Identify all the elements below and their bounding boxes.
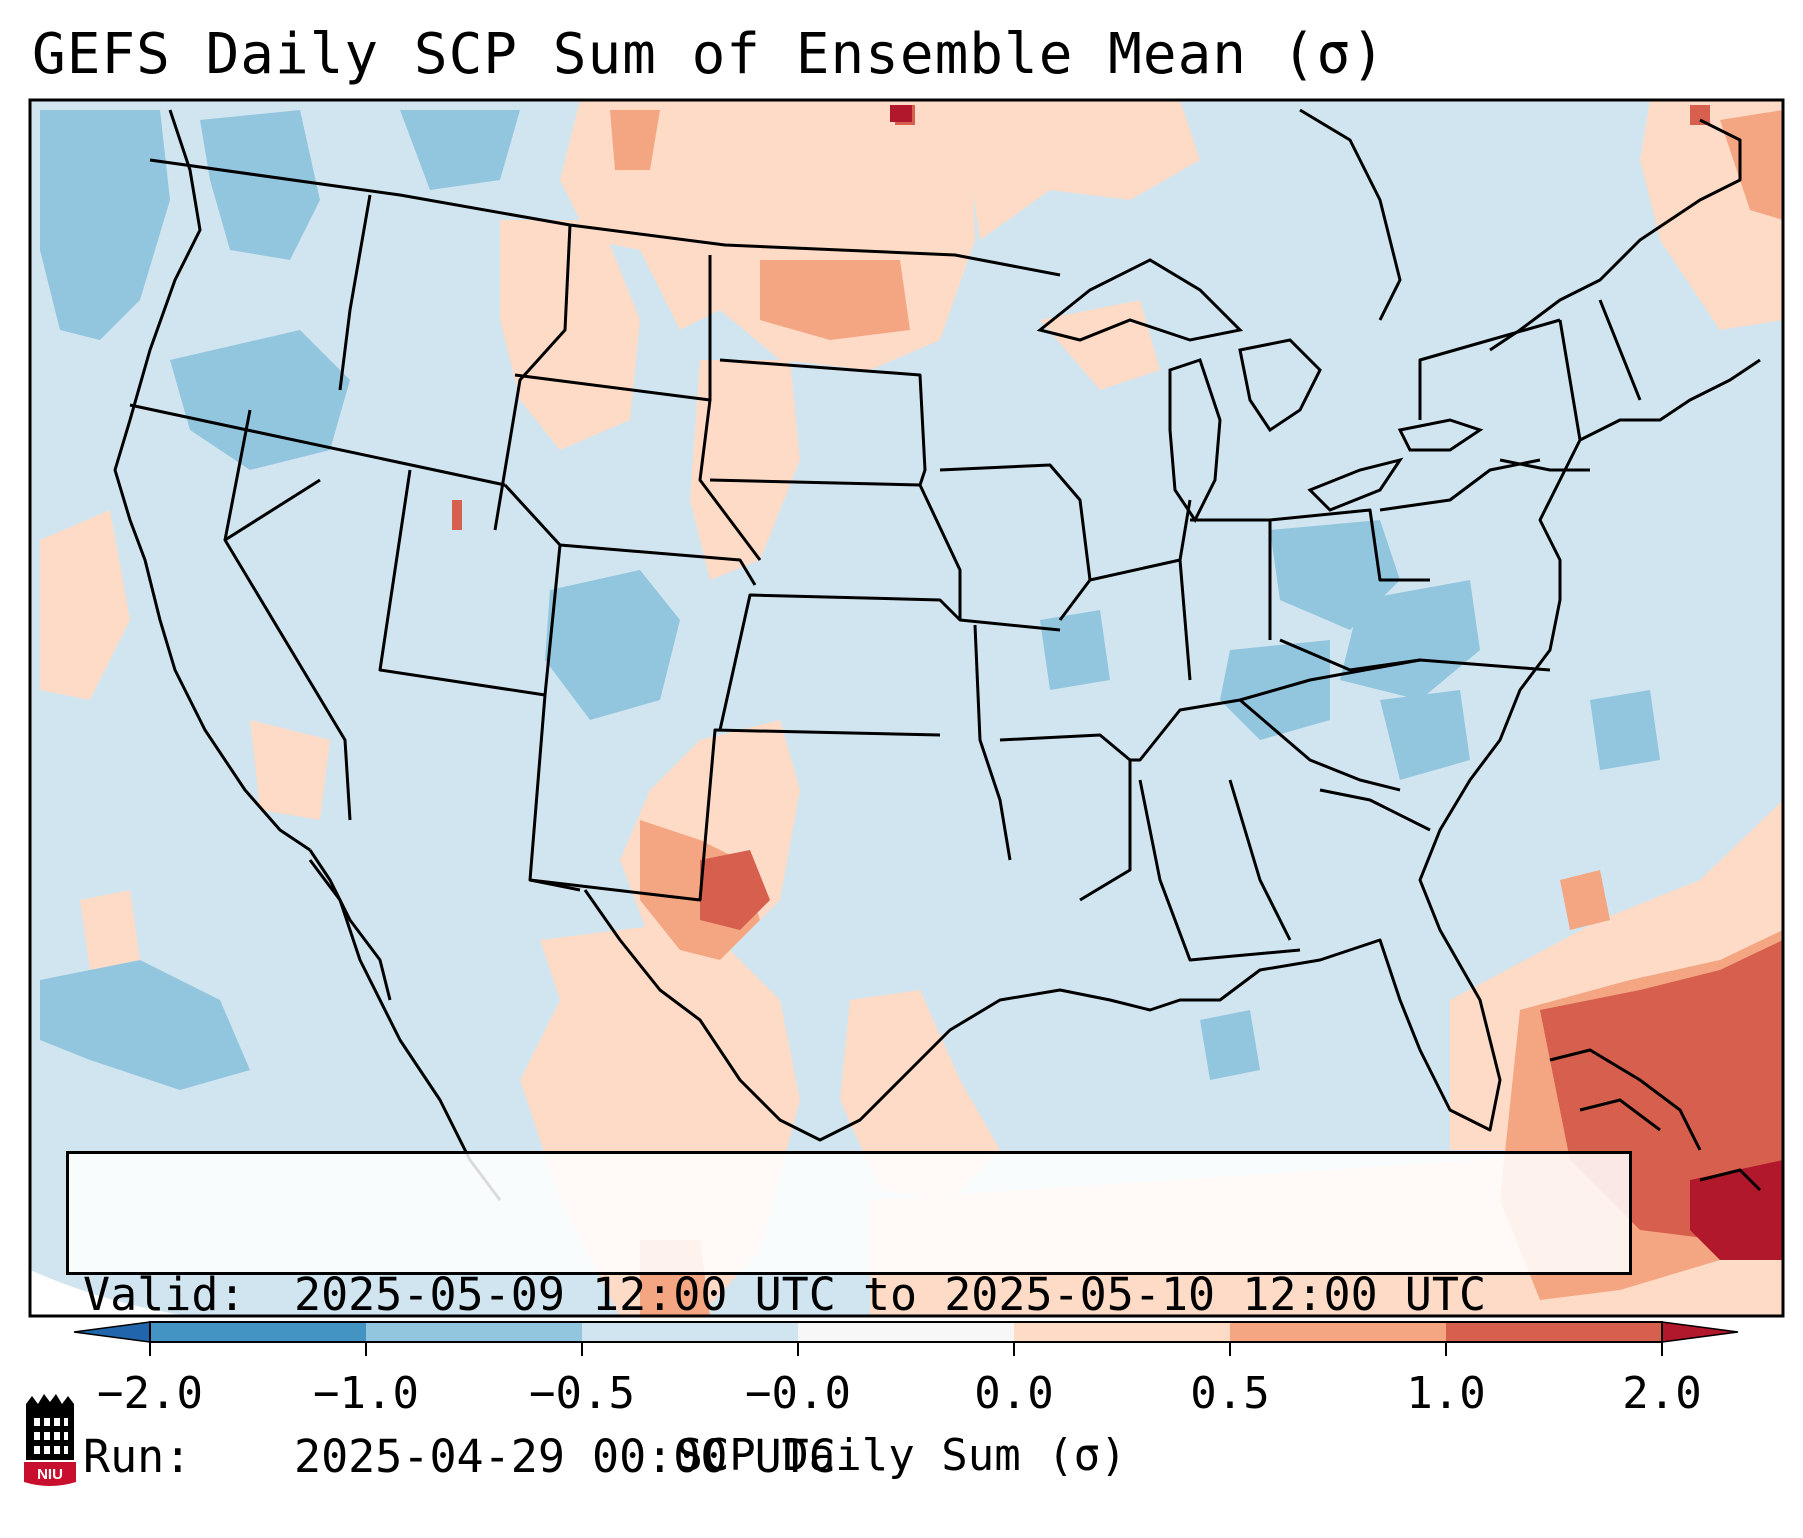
colorbar-tick-label: 2.0 bbox=[1622, 1368, 1702, 1419]
colorbar-bin bbox=[1230, 1322, 1447, 1342]
niu-logo: NIU bbox=[20, 1390, 80, 1494]
colorbar-tick-label: −1.0 bbox=[313, 1368, 419, 1419]
anomaly-negative-regions bbox=[40, 110, 1660, 1090]
colorbar-tick-label: −0.0 bbox=[745, 1368, 851, 1419]
map-frame bbox=[28, 98, 1785, 1318]
colorbar bbox=[73, 1321, 1739, 1356]
great-lakes bbox=[1036, 258, 1484, 523]
caribbean-islands bbox=[1549, 1048, 1762, 1192]
svg-text:NIU: NIU bbox=[37, 1466, 63, 1483]
colorbar-tick-label: 0.0 bbox=[974, 1368, 1054, 1419]
valid-label: Valid: bbox=[83, 1268, 246, 1321]
colorbar-bin bbox=[1014, 1322, 1231, 1342]
colorbar-bin bbox=[798, 1322, 1015, 1342]
run-value: 2025-04-29 00:00 UTC bbox=[294, 1430, 836, 1483]
anomaly-extreme-regions bbox=[890, 105, 1783, 1260]
colorbar-tick-label: 1.0 bbox=[1406, 1368, 1486, 1419]
colorbar-tick-label: 0.5 bbox=[1190, 1368, 1270, 1419]
colorbar-tick-label: −0.5 bbox=[529, 1368, 635, 1419]
colorbar-bin bbox=[150, 1322, 367, 1342]
colorbar-bin bbox=[1446, 1322, 1663, 1342]
colorbar-label: SCP Daily Sum (σ) bbox=[676, 1430, 1127, 1481]
coastlines bbox=[113, 108, 1761, 1201]
chart-title: GEFS Daily SCP Sum of Ensemble Mean (σ) bbox=[32, 22, 1386, 87]
colorbar-bin bbox=[582, 1322, 799, 1342]
colorbar-bin bbox=[366, 1322, 583, 1342]
run-label: Run: bbox=[83, 1430, 192, 1483]
colorbar-frame bbox=[149, 1321, 1663, 1343]
colorbar-extend-high bbox=[1661, 1321, 1739, 1343]
state-borders bbox=[129, 158, 1642, 962]
colorbar-tick-label: −2.0 bbox=[97, 1368, 203, 1419]
valid-run-infobox: Valid: 2025-05-09 12:00 UTC to 2025-05-10… bbox=[66, 1151, 1632, 1483]
valid-value: 2025-05-09 12:00 UTC to 2025-05-10 12:00… bbox=[294, 1268, 1487, 1321]
